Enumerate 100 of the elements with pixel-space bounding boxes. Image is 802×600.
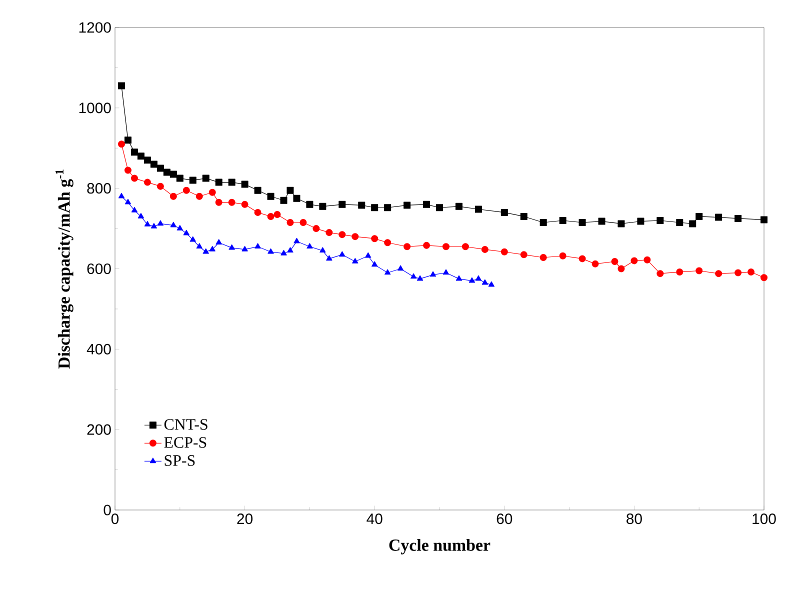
point xyxy=(520,251,528,258)
point xyxy=(215,178,222,186)
point xyxy=(156,182,164,190)
point xyxy=(280,196,288,204)
point xyxy=(598,218,606,225)
point xyxy=(384,239,392,246)
point xyxy=(150,223,158,228)
point xyxy=(540,254,547,261)
point xyxy=(715,214,722,221)
point xyxy=(124,166,132,174)
point xyxy=(760,216,768,224)
point xyxy=(371,235,378,242)
y-tick-label: 400 xyxy=(86,344,111,354)
point xyxy=(202,248,209,254)
point xyxy=(365,252,372,258)
legend-label: CNT-S xyxy=(164,419,208,430)
point xyxy=(293,194,300,202)
point xyxy=(306,243,313,249)
point xyxy=(124,136,132,144)
point xyxy=(196,192,203,200)
x-tick-label: 80 xyxy=(626,514,642,524)
point xyxy=(286,219,294,226)
x-tick-label: 20 xyxy=(237,514,253,524)
point xyxy=(618,220,625,228)
point xyxy=(286,186,294,194)
y-tick-label: 200 xyxy=(87,424,111,435)
point xyxy=(326,255,332,261)
point xyxy=(592,260,599,268)
point xyxy=(118,192,125,198)
point xyxy=(294,238,300,244)
point xyxy=(696,212,703,220)
point xyxy=(131,206,138,212)
point xyxy=(209,246,216,252)
point xyxy=(138,212,144,218)
point xyxy=(559,216,566,224)
point xyxy=(228,244,235,250)
point xyxy=(423,242,430,249)
point xyxy=(404,243,411,250)
point xyxy=(170,170,177,178)
point xyxy=(760,274,768,282)
point xyxy=(339,251,346,257)
point xyxy=(442,269,450,275)
point xyxy=(468,277,476,283)
point xyxy=(474,206,482,213)
point xyxy=(338,231,346,238)
point xyxy=(274,210,281,218)
point xyxy=(371,204,378,212)
point xyxy=(144,178,151,186)
point xyxy=(176,174,184,182)
point xyxy=(228,178,236,186)
point xyxy=(170,222,176,228)
point xyxy=(559,252,566,260)
point xyxy=(410,273,417,279)
point xyxy=(500,248,508,256)
point xyxy=(130,148,138,156)
x-tick-label: 100 xyxy=(752,514,776,524)
point xyxy=(637,218,644,225)
legend-label: ECP-S xyxy=(164,437,206,448)
point xyxy=(189,176,196,184)
point xyxy=(241,180,248,188)
point xyxy=(482,279,488,285)
point xyxy=(372,261,378,267)
point xyxy=(455,202,462,210)
point xyxy=(144,221,151,226)
point xyxy=(306,200,314,208)
point xyxy=(578,255,586,262)
point xyxy=(656,270,664,278)
point xyxy=(430,271,436,277)
point xyxy=(384,204,392,212)
point xyxy=(118,82,125,90)
point xyxy=(436,204,444,212)
y-tick-label: 0 xyxy=(104,504,111,516)
point xyxy=(676,268,684,276)
y-axis-title: Discharge capacity/mAh g$^{-1}$ xyxy=(56,170,74,369)
point xyxy=(338,200,346,208)
y-tick-label: 800 xyxy=(87,183,111,194)
point xyxy=(540,219,547,226)
point xyxy=(644,256,651,264)
point xyxy=(196,243,202,249)
x-axis-title: Cycle number xyxy=(389,538,490,554)
point xyxy=(124,198,132,204)
point xyxy=(254,186,262,194)
x-tick-label: 0 xyxy=(111,514,119,524)
point xyxy=(481,246,488,253)
point xyxy=(157,220,164,226)
point xyxy=(326,229,333,236)
point xyxy=(748,268,755,276)
point xyxy=(352,233,359,240)
x-tick-label: 60 xyxy=(496,514,512,524)
point xyxy=(267,192,274,200)
y-tick-label: 1000 xyxy=(79,102,111,114)
x-tick-label: 40 xyxy=(366,514,382,524)
point xyxy=(352,258,358,264)
point xyxy=(268,248,274,254)
point xyxy=(254,243,261,249)
point xyxy=(358,202,366,209)
point xyxy=(300,219,307,226)
point xyxy=(630,257,638,264)
point xyxy=(182,186,190,194)
point xyxy=(416,275,424,281)
